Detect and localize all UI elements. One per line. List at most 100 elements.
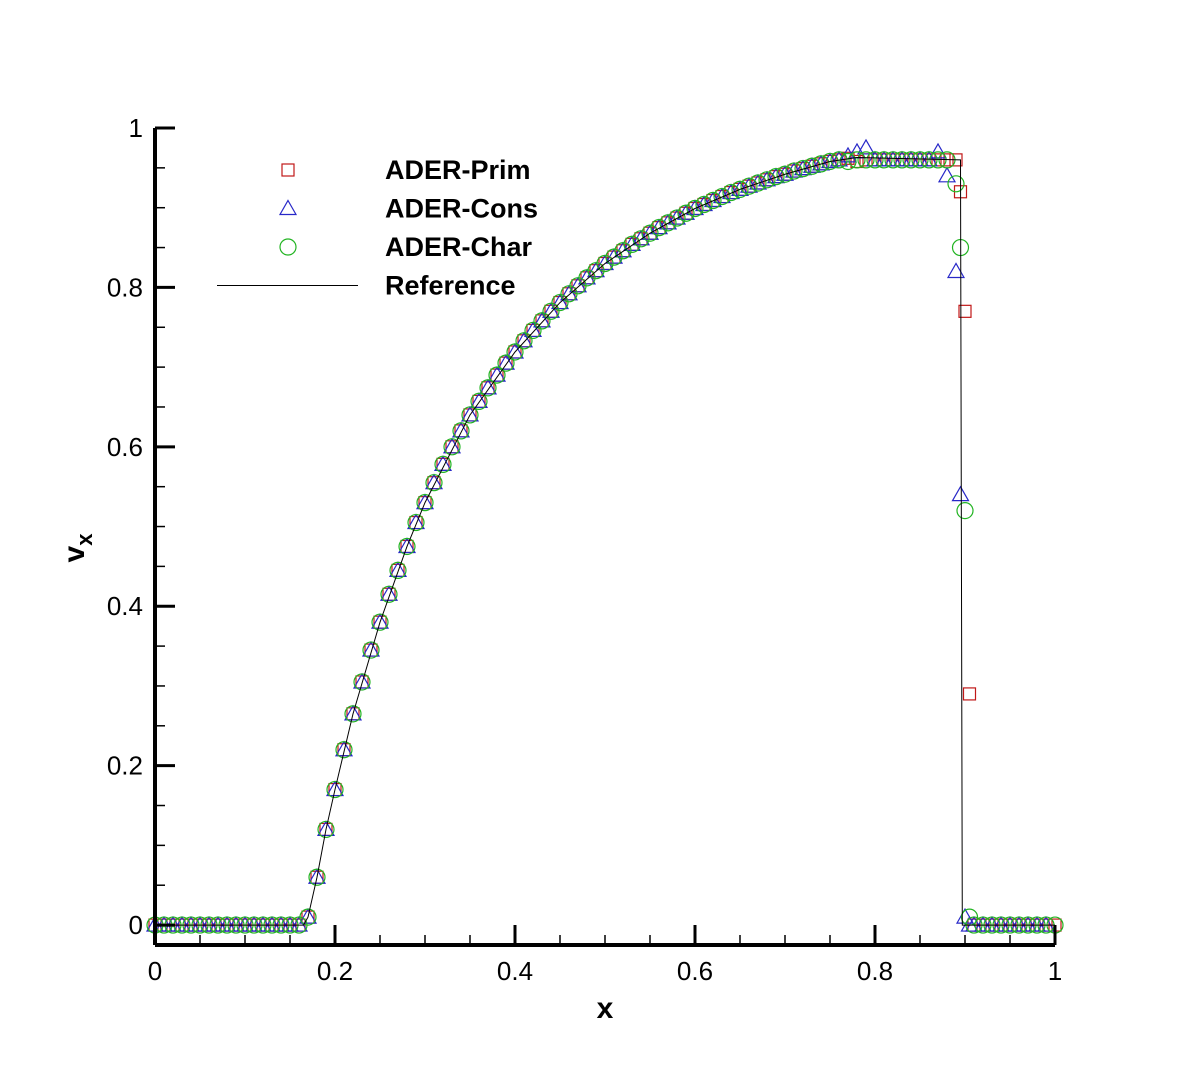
y-tick-label: 0.4: [107, 591, 143, 621]
marker-circle: [470, 392, 488, 410]
marker-triangle: [487, 365, 507, 382]
marker-triangle: [1036, 915, 1056, 932]
marker-circle: [362, 641, 380, 659]
marker-circle: [902, 151, 920, 169]
marker-triangle: [946, 262, 966, 279]
marker-triangle: [181, 915, 201, 932]
reference-line: [155, 156, 1055, 926]
marker-triangle: [361, 640, 381, 657]
marker-triangle: [622, 235, 642, 251]
marker-triangle: [991, 915, 1011, 932]
legend-label: Reference: [385, 271, 516, 301]
marker-circle: [659, 214, 677, 232]
marker-circle: [857, 151, 875, 169]
marker-triangle: [397, 537, 417, 554]
marker-triangle: [244, 915, 264, 932]
marker-triangle: [208, 915, 228, 932]
marker-circle: [605, 248, 623, 266]
marker-circle: [713, 187, 731, 206]
marker-triangle: [424, 473, 444, 490]
legend-symbol: [278, 199, 298, 216]
marker-triangle: [235, 915, 255, 932]
marker-circle: [677, 204, 695, 222]
marker-circle: [884, 151, 902, 169]
marker-triangle: [451, 421, 471, 438]
marker-circle: [956, 501, 974, 520]
marker-triangle: [964, 915, 984, 932]
marker-triangle: [352, 672, 372, 689]
marker-circle: [407, 513, 425, 532]
marker-circle: [452, 422, 470, 440]
y-tick-label: 0: [129, 910, 143, 940]
y-tick-label: 0.6: [107, 432, 143, 462]
marker-square: [962, 687, 977, 701]
marker-triangle: [190, 915, 210, 932]
marker-circle: [641, 224, 659, 242]
x-tick-label: 0.4: [497, 956, 533, 986]
marker-triangle: [253, 915, 273, 932]
marker-circle: [488, 366, 506, 384]
marker-triangle: [262, 915, 282, 932]
marker-triangle: [388, 561, 408, 577]
legend-label: ADER-Cons: [385, 194, 538, 224]
marker-triangle: [334, 740, 354, 757]
marker-triangle: [514, 331, 534, 348]
y-axis-label: vx: [58, 533, 97, 563]
marker-triangle: [370, 612, 390, 629]
marker-circle: [326, 780, 344, 799]
marker-circle: [542, 302, 560, 320]
marker-triangle: [532, 311, 552, 328]
marker-triangle: [478, 378, 498, 395]
marker-triangle: [982, 915, 1002, 932]
marker-triangle: [406, 513, 426, 530]
marker-circle: [461, 406, 479, 424]
marker-circle: [875, 151, 893, 169]
marker-triangle: [460, 405, 480, 422]
x-axis-label: x: [597, 992, 614, 1025]
marker-circle: [947, 175, 965, 193]
marker-circle: [794, 160, 812, 178]
marker-circle: [866, 151, 884, 169]
y-tick-label: 0.2: [107, 751, 143, 781]
marker-circle: [848, 151, 866, 169]
marker-circle: [830, 151, 848, 169]
marker-triangle: [937, 166, 957, 183]
marker-square: [958, 304, 972, 318]
marker-circle: [614, 242, 632, 260]
marker-circle: [686, 199, 704, 218]
marker-circle: [821, 152, 839, 171]
marker-triangle: [505, 342, 525, 359]
marker-circle: [344, 705, 362, 723]
y-label-sub: x: [72, 533, 97, 546]
marker-triangle: [217, 915, 237, 932]
legend-symbol: [279, 238, 297, 256]
marker-triangle: [226, 915, 246, 932]
marker-circle: [425, 474, 443, 492]
marker-circle: [443, 438, 461, 456]
marker-circle: [353, 673, 371, 691]
marker-circle: [551, 293, 569, 312]
marker-circle: [767, 168, 785, 186]
legend-label: ADER-Char: [385, 232, 533, 262]
marker-circle: [578, 269, 596, 287]
marker-triangle: [523, 321, 543, 338]
marker-circle: [911, 151, 929, 169]
marker-triangle: [694, 195, 714, 212]
marker-triangle: [379, 585, 399, 601]
marker-circle: [893, 151, 911, 169]
y-label-main: v: [58, 545, 91, 562]
marker-circle: [722, 183, 740, 202]
marker-circle: [497, 354, 515, 372]
marker-circle: [623, 235, 641, 253]
x-tick-label: 0.2: [317, 956, 353, 986]
marker-circle: [371, 613, 389, 631]
marker-triangle: [172, 915, 192, 932]
marker-circle: [308, 868, 326, 886]
marker-triangle: [199, 915, 219, 932]
marker-triangle: [951, 485, 970, 502]
marker-circle: [920, 151, 938, 169]
marker-circle: [506, 343, 524, 361]
marker-triangle: [442, 437, 462, 454]
